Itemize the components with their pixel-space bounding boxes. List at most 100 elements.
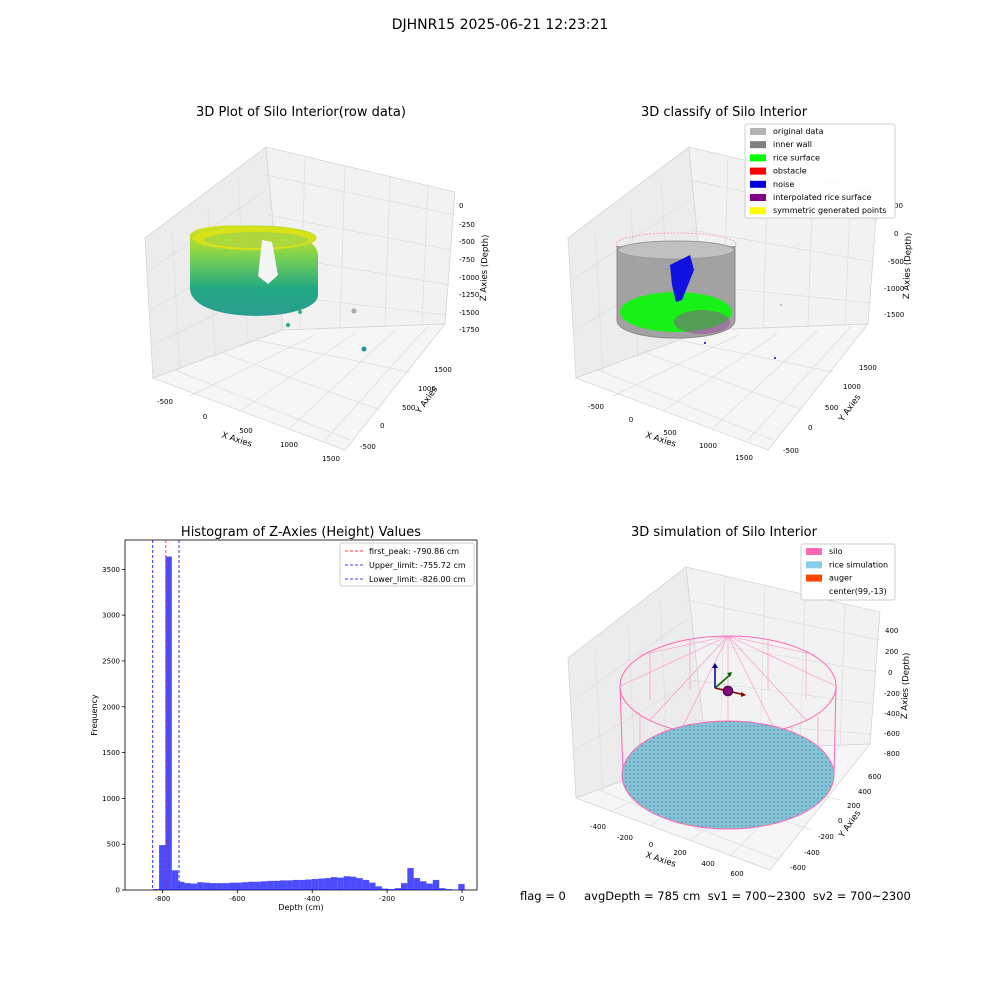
- histogram-bar: [369, 882, 376, 890]
- histogram-bar: [254, 881, 261, 890]
- raw-3d-ztick: -1500: [459, 309, 479, 317]
- histogram-bar: [190, 883, 198, 890]
- simulation-3d-ytick: -600: [790, 864, 806, 872]
- raw-3d-ytick: 1000: [418, 385, 436, 393]
- histogram-ytick-label: 3500: [102, 566, 120, 574]
- raw-3d-ring: [190, 225, 367, 352]
- simulation-3d-xtick: 200: [673, 849, 686, 857]
- raw-3d-ytick: -500: [360, 443, 376, 451]
- histogram-bar: [445, 889, 452, 890]
- classify-3d-rice-surface: [620, 292, 732, 332]
- histogram-ylabel: Frequency: [90, 694, 99, 736]
- classify-3d-xtick: -500: [588, 403, 604, 411]
- histogram-bar: [273, 880, 281, 890]
- histogram-bar: [311, 879, 319, 890]
- histogram-ytick-label: 1500: [102, 749, 120, 757]
- legend-swatch: [806, 574, 822, 582]
- raw-3d-grid: [149, 156, 456, 441]
- legend-swatch: [806, 548, 822, 555]
- simulation-3d-xtick: 600: [730, 870, 743, 878]
- simulation-3d-ztick: -400: [884, 710, 900, 718]
- classify-3d-ytick: 1500: [859, 364, 877, 372]
- raw-3d-outlier-point: [361, 346, 367, 352]
- legend-label: silo: [829, 547, 843, 556]
- classify-3d-ztick: 00: [894, 202, 903, 210]
- simulation-3d-ytick: -400: [804, 849, 820, 857]
- histogram-bar: [426, 883, 433, 890]
- classify-3d-zlabel: Z Axies (Depth): [902, 232, 914, 299]
- histogram-bar: [184, 883, 191, 890]
- legend-label: center(99,-13): [829, 587, 887, 596]
- raw-3d-x-ticks: -500 0 500 1000 1500: [157, 398, 340, 463]
- histogram-bar: [458, 884, 465, 890]
- histogram-ytick-label: 0: [116, 887, 120, 895]
- histogram-bar: [216, 883, 223, 890]
- classify-3d-ztick: -500: [888, 258, 904, 266]
- classify-3d-xtick: 0: [629, 416, 633, 424]
- simulation-3d-silo: [619, 635, 837, 830]
- raw-3d-ytick: 500: [402, 404, 415, 412]
- histogram-bar: [400, 883, 408, 890]
- raw-3d-xtick: 500: [239, 427, 252, 435]
- classify-3d-xtick: 500: [663, 429, 676, 437]
- simulation-3d-legend: silo rice simulation auger center(99,-13): [800, 543, 896, 601]
- histogram-bar: [197, 882, 204, 890]
- classify-3d-x-ticks: -500 0 500 1000 1500: [588, 403, 753, 462]
- raw-3d-ztick: 0: [459, 202, 463, 210]
- histogram-bar: [286, 880, 293, 890]
- simulation-3d-ytick: 400: [858, 788, 871, 796]
- histogram-bar: [330, 877, 338, 890]
- status-readout: flag = 0 avgDepth = 785 cm sv1 = 700~230…: [520, 889, 911, 903]
- histogram-xtick-label: -200: [379, 895, 395, 903]
- histogram-bar: [394, 888, 401, 890]
- raw-3d-outlier-point: [351, 308, 357, 314]
- simulation-3d-xtick: 0: [649, 841, 653, 849]
- classify-3d-ytick: 1000: [843, 383, 861, 391]
- raw-3d-axes-box: [144, 146, 456, 451]
- classify-3d-legend-box: [744, 123, 896, 219]
- histogram-bar: [292, 879, 300, 890]
- simulation-3d-ztick: -600: [884, 730, 900, 738]
- histogram-bar: [222, 883, 230, 890]
- classify-3d-wall-top: [617, 240, 735, 260]
- histogram-legend-label: Lower_limit: -826.00 cm: [369, 575, 466, 584]
- classify-3d-ytick: 0: [808, 424, 812, 432]
- raw-3d-zlabel: Z Axies (Depth): [479, 234, 491, 301]
- histogram-ytick-label: 1000: [102, 795, 120, 803]
- histogram-bar: [248, 881, 255, 890]
- classify-3d-noise-cluster: [670, 255, 694, 302]
- histogram-xlabel: Depth (cm): [278, 903, 323, 912]
- panel-classify-3d: 3D classify of Silo Interior: [567, 105, 914, 462]
- raw-3d-ring-gap: [258, 240, 278, 284]
- histogram-bars: [152, 556, 465, 890]
- legend-swatch: [750, 180, 766, 188]
- histogram-bar: [203, 882, 211, 890]
- classify-3d-points: [615, 232, 782, 359]
- classify-3d-ztick: 0: [894, 230, 898, 238]
- histogram-bar: [152, 889, 160, 890]
- legend-swatch: [750, 128, 766, 135]
- histogram-bar: [388, 889, 395, 890]
- legend-swatch: [750, 194, 766, 201]
- legend-label: rice simulation: [829, 560, 888, 569]
- classify-3d-z-ticks: 00 0 -500 -1000 -1500: [884, 202, 904, 319]
- simulation-3d-xtick: -200: [617, 834, 633, 842]
- raw-3d-z-ticks: 0 -250 -500 -750 -1000 -1250 -1500 -1750: [459, 202, 479, 334]
- classify-3d-noise-point: [774, 357, 776, 359]
- raw-3d-ztick: -1000: [459, 274, 479, 282]
- histogram-vlines: [152, 540, 180, 890]
- legend-label: rice surface: [773, 153, 820, 162]
- histogram-bar: [280, 880, 287, 890]
- histogram-ytick-label: 2500: [102, 657, 120, 665]
- histogram-bar: [210, 883, 217, 890]
- simulation-3d-xtick: -400: [590, 823, 606, 831]
- raw-3d-y-ticks: -500 0 500 1000 1500: [360, 366, 452, 451]
- simulation-3d-y-ticks: -600 -400 -200 0 200 400 600: [790, 773, 881, 872]
- classify-3d-y-ticks: -500 0 500 1000 1500: [783, 364, 877, 455]
- histogram-bar: [235, 882, 242, 890]
- classify-3d-ztick: -1500: [884, 311, 904, 319]
- legend-label: noise: [773, 180, 794, 189]
- classify-3d-ytick: 500: [825, 404, 838, 412]
- simulation-3d-auger: [712, 663, 746, 697]
- histogram-legend-label: first_peak: -790.86 cm: [369, 547, 459, 556]
